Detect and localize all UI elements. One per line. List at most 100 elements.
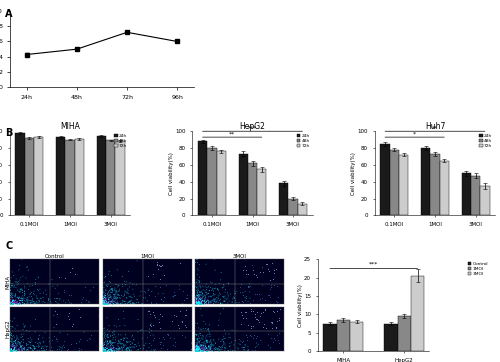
Point (102, 293, 110, 299)
Point (6, 329, 14, 335)
Point (256, 313, 264, 319)
Point (194, 325, 202, 331)
Text: B: B (5, 128, 12, 138)
Point (10, 345, 18, 350)
Point (24, 347, 32, 353)
Point (194, 300, 202, 306)
Point (204, 294, 212, 300)
Point (100, 301, 108, 307)
Point (202, 345, 210, 350)
Point (192, 301, 200, 307)
Point (100, 345, 108, 351)
Point (14, 295, 22, 301)
Point (104, 296, 112, 302)
Point (204, 344, 212, 349)
Point (220, 348, 228, 353)
Point (14, 295, 22, 301)
Point (196, 298, 203, 304)
Point (273, 308, 281, 313)
Point (210, 342, 218, 348)
Point (195, 294, 203, 299)
Point (194, 346, 202, 352)
Point (12, 346, 20, 352)
Point (102, 297, 110, 303)
Point (208, 348, 216, 354)
Point (20, 346, 28, 352)
Point (200, 346, 207, 352)
Point (208, 344, 216, 349)
Point (213, 297, 221, 303)
Point (45, 335, 53, 341)
Point (8, 341, 16, 347)
Point (104, 299, 112, 305)
Point (196, 289, 204, 295)
Point (114, 332, 122, 338)
Point (16, 287, 24, 292)
Point (194, 296, 202, 302)
Point (122, 342, 130, 348)
Point (118, 282, 126, 287)
Point (202, 338, 210, 344)
Point (56, 330, 64, 336)
Point (16, 294, 24, 300)
Bar (56, 137, 66, 215)
Point (194, 299, 202, 305)
Point (109, 298, 117, 304)
Point (88, 332, 96, 338)
Point (124, 347, 132, 353)
Point (192, 348, 200, 353)
Point (132, 300, 140, 306)
Point (99, 346, 107, 352)
Point (112, 300, 120, 306)
Point (255, 291, 263, 297)
Point (114, 348, 122, 354)
Bar (248, 163, 257, 215)
Point (86, 287, 94, 292)
Point (19, 295, 27, 301)
Point (99, 346, 107, 352)
Y-axis label: Cell viability(%): Cell viability(%) (168, 152, 173, 195)
Point (193, 346, 201, 352)
Point (7, 325, 15, 331)
Point (8, 338, 16, 344)
Point (194, 298, 202, 304)
Point (18, 334, 26, 340)
Point (205, 287, 213, 293)
Point (9, 324, 17, 330)
Point (108, 341, 116, 347)
Point (110, 298, 118, 304)
Bar (471, 176, 480, 215)
Point (111, 348, 119, 354)
Point (203, 291, 211, 297)
Point (204, 327, 212, 332)
Point (204, 344, 212, 349)
Point (6, 280, 14, 286)
Point (99, 345, 107, 350)
Point (121, 323, 129, 329)
Point (56, 296, 64, 302)
Point (216, 298, 224, 303)
Point (106, 345, 114, 351)
Point (16, 298, 24, 303)
Point (192, 343, 200, 349)
Point (10, 344, 18, 350)
Point (225, 298, 233, 304)
Point (148, 300, 156, 306)
Point (6, 295, 14, 300)
Point (197, 299, 205, 305)
Point (30, 288, 38, 294)
Point (218, 343, 226, 349)
Point (6, 300, 14, 306)
Point (116, 323, 124, 329)
Point (15, 267, 23, 273)
Point (230, 288, 238, 294)
Point (142, 295, 150, 301)
Bar (16, 133, 25, 215)
Point (18, 293, 26, 299)
Point (242, 264, 250, 269)
Point (192, 295, 200, 300)
Point (10, 338, 18, 344)
Point (195, 347, 203, 353)
Point (98, 300, 106, 306)
Text: **: ** (229, 131, 235, 136)
